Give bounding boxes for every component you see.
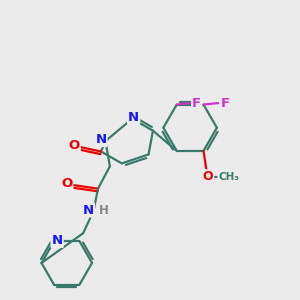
Text: O: O	[69, 139, 80, 152]
Text: N: N	[128, 111, 139, 124]
Text: N: N	[95, 133, 106, 146]
Text: O: O	[61, 177, 72, 190]
Text: F: F	[192, 97, 201, 110]
Text: N: N	[83, 203, 94, 217]
Text: N: N	[52, 234, 63, 247]
Text: H: H	[99, 203, 109, 217]
Text: O: O	[202, 170, 213, 183]
Text: CH₃: CH₃	[218, 172, 239, 182]
Text: F: F	[220, 97, 230, 110]
